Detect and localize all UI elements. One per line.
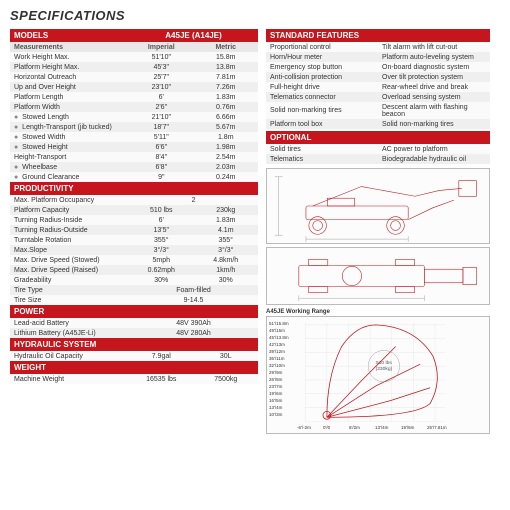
table-row: ● Stowed Height6'6"1.98m <box>10 142 258 152</box>
table-row: Max. Platform Occupancy2 <box>10 195 258 205</box>
features-header: STANDARD FEATURES <box>266 29 490 42</box>
y-axis-label: 10'/3m <box>269 412 282 417</box>
table-row: Max. Drive Speed (Stowed)5mph4.8km/h <box>10 255 258 265</box>
productivity-table: Max. Platform Occupancy2Platform Capacit… <box>10 195 258 305</box>
range-title: A45JE Working Range <box>266 309 490 315</box>
table-row: Platform Length6'1.83m <box>10 92 258 102</box>
table-row: Machine Weight16535 lbs7500kg <box>10 374 258 384</box>
table-row: Lead-acid Battery48V 390Ah <box>10 318 258 328</box>
y-axis-label: 23'/7m <box>269 384 282 389</box>
x-axis-label: 13'/4m <box>375 425 388 430</box>
sub-imperial: Imperial <box>129 42 193 52</box>
left-column: MODELSA45JE (A14JE) MeasurementsImperial… <box>10 29 258 434</box>
table-row: Work Height Max.51'10"15.8m <box>10 52 258 62</box>
x-axis-label: -6'/-2m <box>297 425 311 430</box>
top-diagram <box>266 247 490 305</box>
table-row: Gradeability30%30% <box>10 275 258 285</box>
table-row: Tire TypeFoam-filled <box>10 285 258 295</box>
power-header: POWER <box>10 305 258 318</box>
table-row: Emergency stop buttonOn-board diagnostic… <box>266 62 490 72</box>
y-axis-label: 16'/5m <box>269 398 282 403</box>
weight-header: WEIGHT <box>10 361 258 374</box>
page-title: SPECIFICATIONS <box>10 8 500 23</box>
y-axis-label: 19'/6m <box>269 391 282 396</box>
table-row: TelematicsBiodegradable hydraulic oil <box>266 154 490 164</box>
table-row: Platform Height Max.45'3"13.8m <box>10 62 258 72</box>
hydraulic-table: Hydraulic Oil Capacity7.9gal30L <box>10 351 258 361</box>
table-row: ● Wheelbase6'8"2.03m <box>10 162 258 172</box>
working-range: A45JE Working Range 510 lbs (230kg) 51'/… <box>266 309 490 434</box>
table-row: Max. Drive Speed (Raised)0.62mph1km/h <box>10 265 258 275</box>
main-columns: MODELSA45JE (A14JE) MeasurementsImperial… <box>10 29 500 434</box>
optional-table: Solid tiresAC power to platformTelematic… <box>266 144 490 164</box>
table-row: Solid tiresAC power to platform <box>266 144 490 154</box>
table-row: Full-height driveRear-wheel drive and br… <box>266 82 490 92</box>
power-table: Lead-acid Battery48V 390AhLithium Batter… <box>10 318 258 338</box>
table-row: Platform Capacity510 lbs230kg <box>10 205 258 215</box>
table-row: ● Length-Transport (jib tucked)18'7"5.67… <box>10 122 258 132</box>
features-table: Proportional controlTilt alarm with lift… <box>266 42 490 129</box>
table-row: Horizontal Outreach25'7"7.81m <box>10 72 258 82</box>
x-axis-label: 6'/2m <box>349 425 360 430</box>
svg-text:(230kg): (230kg) <box>376 366 393 372</box>
svg-text:510 lbs: 510 lbs <box>376 360 392 366</box>
models-header: MODELS <box>10 29 129 42</box>
right-column: STANDARD FEATURES Proportional controlTi… <box>266 29 490 434</box>
y-axis-label: 45'/13.8m <box>269 335 289 340</box>
x-axis-label: 19'/6m <box>401 425 414 430</box>
x-axis-label: 25'/7.81m <box>427 425 447 430</box>
y-axis-label: 29'/9m <box>269 370 282 375</box>
table-row: Hydraulic Oil Capacity7.9gal30L <box>10 351 258 361</box>
table-row: Turntable Rotation355°355° <box>10 235 258 245</box>
model-name: A45JE (A14JE) <box>129 29 258 42</box>
y-axis-label: 51'/15.8m <box>269 321 289 326</box>
productivity-header: PRODUCTIVITY <box>10 182 258 195</box>
table-row: ● Ground Clearance9"0.24m <box>10 172 258 182</box>
table-row: Horn/Hour meterPlatform auto-leveling sy… <box>266 52 490 62</box>
table-row: ● Stowed Length21'10"6.66m <box>10 112 258 122</box>
y-axis-label: 13'/4m <box>269 405 282 410</box>
table-row: Max.Slope3°/3°3°/3° <box>10 245 258 255</box>
table-row: Turning Radius-Inside6'1.83m <box>10 215 258 225</box>
y-axis-label: 26'/8m <box>269 377 282 382</box>
sub-measurements: Measurements <box>10 42 129 52</box>
table-row: Platform tool boxSolid non-marking tires <box>266 119 490 129</box>
y-axis-label: 49'/15m <box>269 328 285 333</box>
optional-header: OPTIONAL <box>266 131 490 144</box>
table-row: Tire Size9-14.5 <box>10 295 258 305</box>
hydraulic-header: HYDRAULIC SYSTEM <box>10 338 258 351</box>
y-axis-label: 32'/10m <box>269 363 285 368</box>
table-row: Up and Over Height23'10"7.26m <box>10 82 258 92</box>
y-axis-label: 42'/13m <box>269 342 285 347</box>
table-row: Lithium Battery (A45JE-Li)48V 280Ah <box>10 328 258 338</box>
range-chart: 510 lbs (230kg) 51'/15.8m 49'/15m 45'/13.8… <box>266 316 490 434</box>
table-row: Solid non-marking tiresDescent alarm wit… <box>266 102 490 119</box>
table-row: Turning Radius-Outside13'5"4.1m <box>10 225 258 235</box>
x-axis-label: 0'/0 <box>323 425 330 430</box>
table-row: Proportional controlTilt alarm with lift… <box>266 42 490 52</box>
sub-metric: Metric <box>194 42 259 52</box>
y-axis-label: 39'/12m <box>269 349 285 354</box>
table-row: ● Stowed Width5'11"1.8m <box>10 132 258 142</box>
table-row: Telematics connectorOverload sensing sys… <box>266 92 490 102</box>
table-row: Platform Width2'6"0.76m <box>10 102 258 112</box>
table-row: Height-Transport8'4"2.54m <box>10 152 258 162</box>
table-row: Anti-collision protectionOver tilt prote… <box>266 72 490 82</box>
weight-table: Machine Weight16535 lbs7500kg <box>10 374 258 384</box>
y-axis-label: 36'/11m <box>269 356 285 361</box>
side-diagram <box>266 168 490 244</box>
models-table: MODELSA45JE (A14JE) MeasurementsImperial… <box>10 29 258 182</box>
